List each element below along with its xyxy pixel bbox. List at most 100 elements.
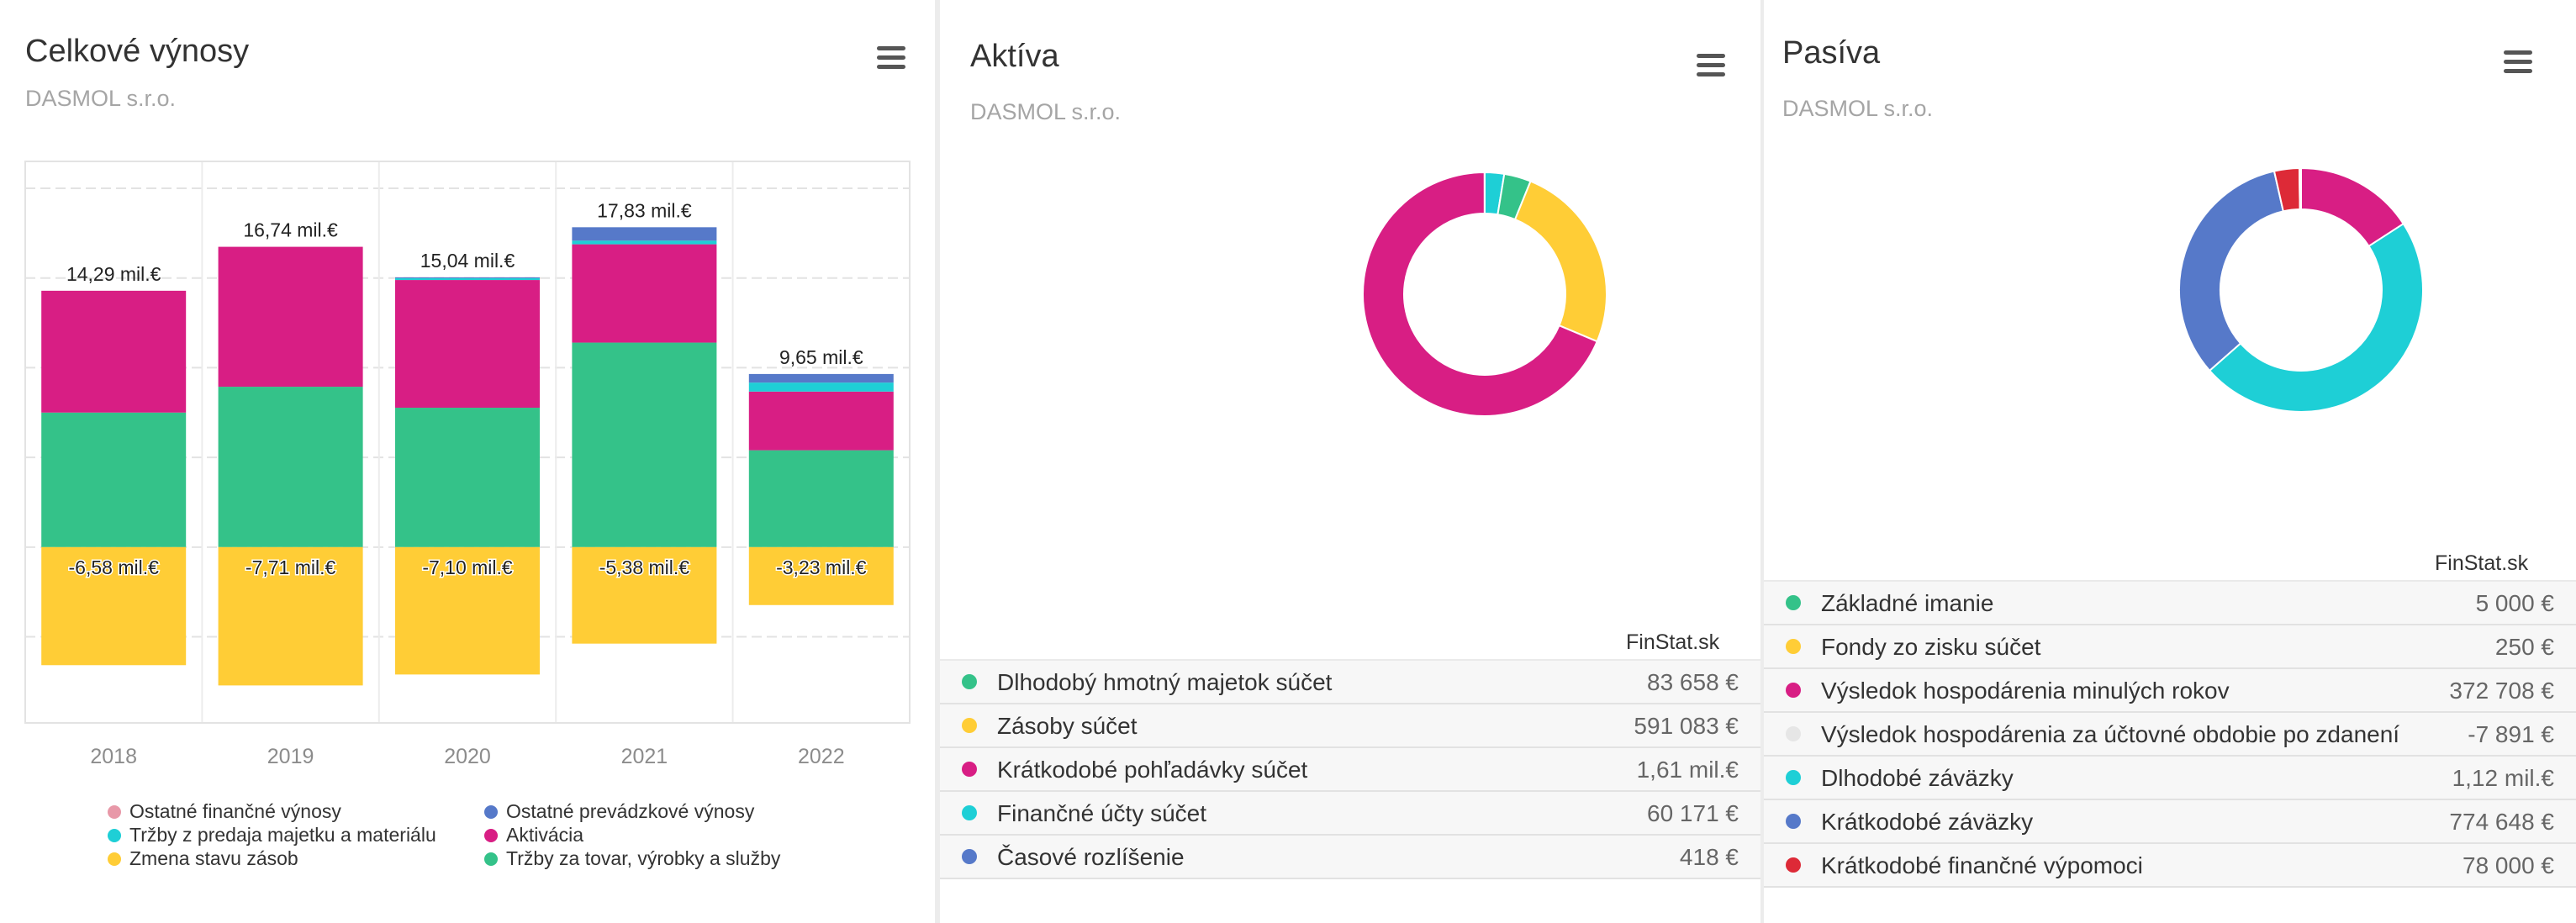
row-value: 372 708 € [2449, 678, 2554, 704]
table-row[interactable]: Dlhodobé záväzky 1,12 mil.€ [1764, 757, 2576, 800]
bar-segment-negative[interactable] [748, 546, 894, 605]
bar-segment[interactable] [218, 246, 363, 388]
total-label: 16,74 mil.€ [243, 219, 338, 241]
liabilities-credit[interactable]: FinStat.sk [2435, 551, 2529, 575]
assets-table: Dlhodobý hmotný majetok súčet 83 658 € Zás… [940, 659, 1760, 879]
negative-label: -3,23 mil.€ [776, 556, 867, 578]
legend-dot [108, 829, 121, 842]
legend-dot [1786, 726, 1801, 741]
table-row[interactable]: Finančné účty súčet 60 171 € [940, 792, 1760, 836]
row-value: -7 891 € [2468, 721, 2554, 747]
table-row[interactable]: Základné imanie 5 000 € [1764, 582, 2576, 625]
table-row[interactable]: Krátkodobé pohľadávky súčet 1,61 mil.€ [940, 748, 1760, 792]
table-row[interactable]: Krátkodobé záväzky 774 648 € [1764, 800, 2576, 844]
table-row[interactable]: Fondy zo zisku súčet 250 € [1764, 625, 2576, 669]
assets-panel: Aktíva DASMOL s.r.o. FinStat.sk Dlhodobý… [940, 0, 1760, 923]
bar-segment[interactable] [395, 280, 540, 409]
total-label: 17,83 mil.€ [597, 199, 692, 221]
assets-donut-chart [1362, 171, 1607, 417]
revenue-bar-chart: 14,29 mil.€ -6,58 mil.€ 2018 16,74 mil.€ -7,… [24, 161, 911, 768]
legend-label: Aktivácia [506, 824, 584, 846]
bar-segment[interactable] [748, 450, 894, 547]
x-tick-label: 2022 [798, 745, 845, 768]
negative-label: -7,10 mil.€ [422, 556, 513, 578]
bar-segment[interactable] [572, 342, 717, 547]
legend-item[interactable]: Ostatné finančné výnosy [108, 800, 341, 823]
row-label: Krátkodobé pohľadávky súčet [997, 757, 1308, 783]
bar-segment[interactable] [748, 382, 894, 392]
legend-dot [962, 762, 977, 777]
row-value: 1,12 mil.€ [2452, 765, 2554, 791]
legend-dot [962, 718, 977, 733]
assets-menu-icon[interactable] [1697, 54, 1725, 77]
legend-dot [108, 805, 121, 819]
liabilities-table: Základné imanie 5 000 € Fondy zo zisku súč… [1764, 580, 2576, 888]
row-label: Časové rozlíšenie [997, 844, 1185, 870]
legend-dot [962, 674, 977, 689]
legend-item[interactable]: Zmena stavu zásob [108, 847, 298, 870]
bar-segment[interactable] [395, 277, 540, 281]
table-row[interactable]: Dlhodobý hmotný majetok súčet 83 658 € [940, 661, 1760, 704]
bar-segment[interactable] [572, 244, 717, 343]
table-row[interactable]: Výsledok hospodárenia za účtovné obdobie… [1764, 713, 2576, 757]
legend-label: Tržby z predaja majetku a materiálu [129, 824, 436, 846]
bar-segment[interactable] [395, 408, 540, 547]
negative-label: -6,58 mil.€ [69, 556, 160, 578]
legend-item[interactable]: Aktivácia [484, 824, 583, 847]
row-value: 250 € [2494, 634, 2554, 660]
revenue-menu-icon[interactable] [877, 46, 905, 70]
table-row[interactable]: Časové rozlíšenie 418 € [940, 836, 1760, 879]
row-value: 774 648 € [2449, 809, 2554, 835]
row-label: Fondy zo zisku súčet [1821, 634, 2041, 660]
liabilities-donut-chart [2178, 166, 2424, 413]
legend-dot [962, 805, 977, 820]
revenue-panel: Celkové výnosy DASMOL s.r.o. 14,29 mil.€… [0, 0, 935, 923]
bar-segment-negative[interactable] [395, 546, 540, 675]
legend-item[interactable]: Ostatné prevádzkové výnosy [484, 800, 754, 823]
legend-item[interactable]: Tržby z predaja majetku a materiálu [108, 824, 436, 847]
row-label: Dlhodobé záväzky [1821, 765, 2014, 791]
table-row[interactable]: Výsledok hospodárenia minulých rokov 372 … [1764, 669, 2576, 713]
legend-label: Tržby za tovar, výrobky a služby [506, 847, 781, 869]
row-value: 591 083 € [1634, 713, 1739, 739]
negative-label: -7,71 mil.€ [245, 556, 336, 578]
table-row[interactable]: Krátkodobé finančné výpomoci 78 000 € [1764, 844, 2576, 888]
legend-dot [484, 805, 498, 819]
assets-credit[interactable]: FinStat.sk [1626, 630, 1720, 654]
legend-dot [1786, 683, 1801, 698]
legend-dot [962, 849, 977, 864]
donut-slice[interactable] [1513, 180, 1607, 343]
bar-segment[interactable] [748, 373, 894, 383]
legend-item[interactable]: Tržby za tovar, výrobky a služby [484, 847, 780, 870]
bar-segment[interactable] [572, 240, 717, 245]
donut-slice[interactable] [2208, 222, 2424, 413]
bar-segment[interactable] [218, 387, 363, 547]
bar-segment-negative[interactable] [41, 546, 187, 666]
row-label: Zásoby súčet [997, 713, 1138, 739]
donut-slice[interactable] [1362, 171, 1598, 417]
bar-segment[interactable] [572, 227, 717, 241]
bar-segment[interactable] [748, 391, 894, 451]
bar-segment-negative[interactable] [572, 546, 717, 644]
bar-segment-negative[interactable] [218, 546, 363, 686]
legend-dot [1786, 639, 1801, 654]
liabilities-menu-icon[interactable] [2504, 50, 2532, 74]
row-value: 60 171 € [1647, 800, 1739, 826]
legend-dot [1786, 595, 1801, 610]
legend-dot [484, 852, 498, 866]
revenue-title: Celkové výnosy [25, 34, 250, 69]
x-tick-label: 2018 [90, 745, 137, 768]
bar-segment[interactable] [41, 290, 187, 413]
revenue-subtitle: DASMOL s.r.o. [25, 86, 177, 111]
row-value: 5 000 € [2475, 590, 2554, 616]
liabilities-panel: Pasíva DASMOL s.r.o. FinStat.sk Základné… [1764, 0, 2576, 923]
legend-dot [1786, 814, 1801, 829]
table-row[interactable]: Zásoby súčet 591 083 € [940, 704, 1760, 748]
row-value: 83 658 € [1647, 669, 1739, 695]
row-value: 1,61 mil.€ [1636, 757, 1739, 783]
legend-label: Zmena stavu zásob [129, 847, 298, 869]
assets-title: Aktíva [970, 39, 1059, 74]
donut-slice[interactable] [2178, 170, 2285, 372]
bar-segment[interactable] [41, 412, 187, 547]
bar-segment[interactable] [395, 277, 540, 278]
